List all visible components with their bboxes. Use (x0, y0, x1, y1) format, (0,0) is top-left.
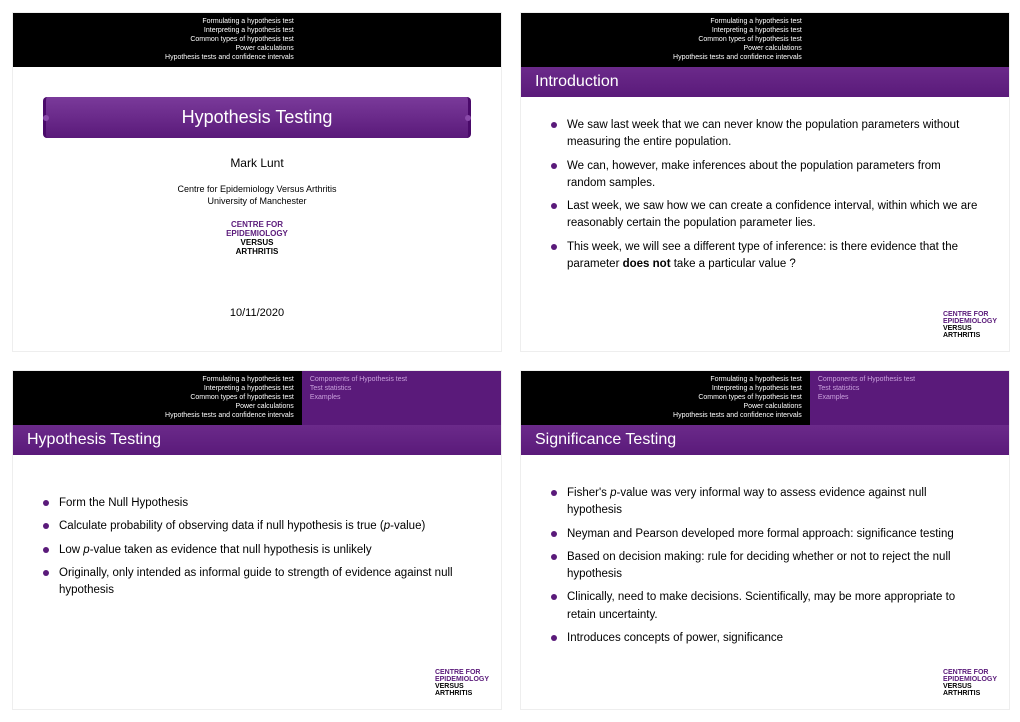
nav-left: Formulating a hypothesis test Interpreti… (521, 13, 810, 67)
nav-item: Power calculations (17, 44, 294, 53)
logo-line: VERSUS (943, 683, 997, 690)
bullet: Based on decision making: rule for decid… (551, 549, 979, 584)
logo-corner: CENTRE FOR EPIDEMIOLOGY VERSUS ARTHRITIS (435, 669, 489, 697)
nav-sub: Test statistics (310, 384, 497, 393)
nav-sub: Components of Hypothesis test (818, 375, 1005, 384)
nav-item: Hypothesis tests and confidence interval… (525, 411, 802, 420)
logo-line: ARTHRITIS (943, 332, 997, 339)
nav-item: Interpreting a hypothesis test (525, 384, 802, 393)
logo-line: CENTRE FOR (943, 669, 997, 676)
nav-item: Hypothesis tests and confidence interval… (525, 53, 802, 62)
nav-item: Common types of hypothesis test (17, 393, 294, 402)
logo-line: ARTHRITIS (943, 690, 997, 697)
nav-item: Interpreting a hypothesis test (17, 384, 294, 393)
nav-item: Formulating a hypothesis test (17, 17, 294, 26)
logo-line: ARTHRITIS (435, 690, 489, 697)
nav-left: Formulating a hypothesis test Interpreti… (13, 13, 302, 67)
logo-corner: CENTRE FOR EPIDEMIOLOGY VERSUS ARTHRITIS (943, 311, 997, 339)
nav-item: Hypothesis tests and confidence interval… (17, 411, 294, 420)
logo-line: EPIDEMIOLOGY (943, 676, 997, 683)
nav-right: Components of Hypothesis test Test stati… (810, 371, 1009, 425)
main-title: Hypothesis Testing (43, 97, 471, 138)
nav-item: Power calculations (17, 402, 294, 411)
bullet: Neyman and Pearson developed more formal… (551, 526, 979, 543)
bullet: We saw last week that we can never know … (551, 117, 979, 152)
nav-sub: Components of Hypothesis test (310, 375, 497, 384)
bullet: Low p-value taken as evidence that null … (43, 542, 471, 559)
logo-line: VERSUS (943, 325, 997, 332)
slide-header: Formulating a hypothesis test Interpreti… (13, 13, 501, 67)
nav-item: Interpreting a hypothesis test (17, 26, 294, 35)
slide-header: Formulating a hypothesis test Interpreti… (521, 371, 1009, 425)
bullet: Introduces concepts of power, significan… (551, 630, 979, 647)
nav-item: Formulating a hypothesis test (525, 17, 802, 26)
content: We saw last week that we can never know … (521, 97, 1009, 299)
nav-left: Formulating a hypothesis test Interpreti… (521, 371, 810, 425)
logo-line: VERSUS (435, 683, 489, 690)
logo-line: EPIDEMIOLOGY (943, 318, 997, 325)
affil-line: Centre for Epidemiology Versus Arthritis (13, 184, 501, 196)
logo-line: ARTHRITIS (13, 248, 501, 257)
content: Form the Null Hypothesis Calculate proba… (13, 455, 501, 625)
section-title: Introduction (521, 67, 1009, 97)
bullet: Clinically, need to make decisions. Scie… (551, 589, 979, 624)
bullet: Last week, we saw how we can create a co… (551, 198, 979, 233)
slide-title: Formulating a hypothesis test Interpreti… (12, 12, 502, 352)
slide-intro: Formulating a hypothesis test Interpreti… (520, 12, 1010, 352)
nav-item: Common types of hypothesis test (17, 35, 294, 44)
nav-right (302, 13, 501, 67)
logo-line: CENTRE FOR (435, 669, 489, 676)
logo-center: CENTRE FOR EPIDEMIOLOGY VERSUS ARTHRITIS (13, 221, 501, 256)
nav-item: Power calculations (525, 402, 802, 411)
section-title: Significance Testing (521, 425, 1009, 455)
nav-item: Common types of hypothesis test (525, 393, 802, 402)
nav-right (810, 13, 1009, 67)
logo-line: EPIDEMIOLOGY (435, 676, 489, 683)
affil-line: University of Manchester (13, 196, 501, 208)
nav-right: Components of Hypothesis test Test stati… (302, 371, 501, 425)
content: Fisher's p-value was very informal way t… (521, 455, 1009, 673)
slide-sigtest: Formulating a hypothesis test Interpreti… (520, 370, 1010, 710)
nav-item: Power calculations (525, 44, 802, 53)
nav-sub: Examples (310, 393, 497, 402)
nav-left: Formulating a hypothesis test Interpreti… (13, 371, 302, 425)
nav-item: Hypothesis tests and confidence interval… (17, 53, 294, 62)
nav-sub: Examples (818, 393, 1005, 402)
bullet: Originally, only intended as informal gu… (43, 565, 471, 600)
slide-header: Formulating a hypothesis test Interpreti… (521, 13, 1009, 67)
date: 10/11/2020 (13, 307, 501, 319)
bullet: This week, we will see a different type … (551, 239, 979, 274)
bullet: Form the Null Hypothesis (43, 495, 471, 512)
slide-header: Formulating a hypothesis test Interpreti… (13, 371, 501, 425)
bullet: Calculate probability of observing data … (43, 518, 471, 535)
slide-hyptest: Formulating a hypothesis test Interpreti… (12, 370, 502, 710)
logo-line: CENTRE FOR (943, 311, 997, 318)
author: Mark Lunt (13, 156, 501, 170)
nav-item: Common types of hypothesis test (525, 35, 802, 44)
nav-item: Interpreting a hypothesis test (525, 26, 802, 35)
nav-sub: Test statistics (818, 384, 1005, 393)
affiliation: Centre for Epidemiology Versus Arthritis… (13, 184, 501, 207)
logo-corner: CENTRE FOR EPIDEMIOLOGY VERSUS ARTHRITIS (943, 669, 997, 697)
bullet: We can, however, make inferences about t… (551, 158, 979, 193)
nav-item: Formulating a hypothesis test (525, 375, 802, 384)
bullet: Fisher's p-value was very informal way t… (551, 485, 979, 520)
section-title: Hypothesis Testing (13, 425, 501, 455)
slide-grid: Formulating a hypothesis test Interpreti… (0, 0, 1020, 722)
nav-item: Formulating a hypothesis test (17, 375, 294, 384)
